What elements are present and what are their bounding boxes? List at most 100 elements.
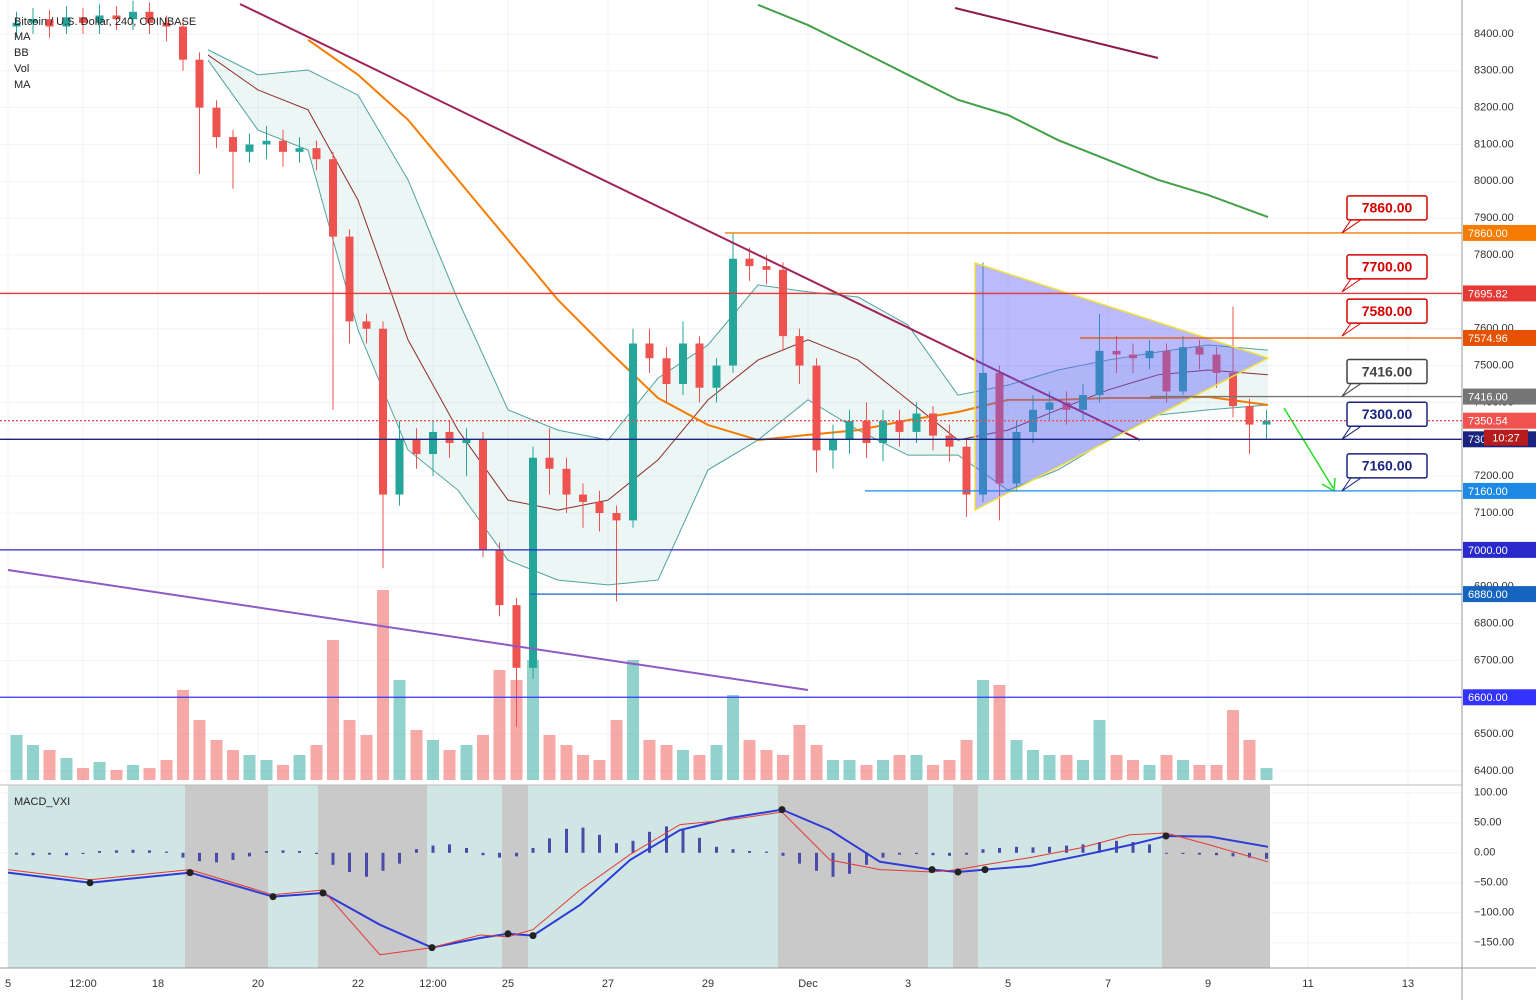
macd-histogram-bar	[31, 852, 35, 856]
volume-bar	[827, 760, 839, 780]
price-label-bg	[1463, 329, 1536, 346]
candle-body	[629, 343, 637, 521]
macd-histogram-bar	[1198, 852, 1201, 855]
candle-body	[912, 413, 921, 432]
volume-bar	[1143, 765, 1156, 780]
candle-body	[962, 446, 971, 495]
price-label: 7000.00	[1468, 545, 1508, 557]
candle-body	[1212, 354, 1221, 373]
macd-histogram-bar	[1048, 846, 1051, 853]
macd-histogram-bar	[431, 845, 435, 853]
candle-body	[429, 431, 437, 455]
macd-title: MACD_VXI	[14, 796, 70, 808]
callout-box	[1346, 358, 1428, 385]
x-tick-label: 18	[152, 978, 164, 990]
volume-bar	[677, 750, 689, 780]
callout-box	[1346, 401, 1428, 428]
macd-histogram-bar	[1165, 852, 1168, 854]
candle-body	[1045, 402, 1054, 410]
crossover-dot	[428, 944, 436, 952]
crossover-dot	[86, 879, 94, 887]
volume-bar	[643, 740, 656, 780]
volume-bar	[1177, 760, 1189, 780]
callout-pointer	[1341, 425, 1362, 440]
callout-label: 7860.00	[1362, 200, 1413, 216]
price-label: 7416.00	[1468, 391, 1508, 403]
macd-histogram-bar	[565, 828, 568, 853]
macd-histogram-bar	[831, 852, 835, 877]
macd-histogram-bar	[865, 852, 868, 865]
macd-histogram-bar	[798, 852, 801, 864]
volume-bar	[310, 745, 323, 780]
volume-bar	[43, 750, 56, 780]
crossover-dot	[778, 806, 786, 814]
volume-bar	[343, 720, 356, 780]
volume-bar	[527, 660, 539, 780]
volume-bar	[760, 750, 773, 780]
volume-bar	[393, 680, 406, 780]
volume-bar	[1210, 765, 1223, 780]
crossover-dot	[928, 866, 936, 874]
macd-histogram-bar	[698, 837, 701, 853]
macd-histogram-bar	[681, 828, 685, 853]
macd-histogram-bar	[1248, 852, 1251, 858]
volume-bar	[627, 660, 639, 780]
callout-pointer	[1341, 383, 1362, 397]
regime-shading	[978, 785, 1162, 968]
macd-histogram-bar	[148, 850, 151, 853]
volume-bar	[493, 670, 506, 780]
regime-shading	[318, 785, 427, 968]
x-tick-label: 3	[905, 978, 911, 990]
volume-bar	[710, 745, 723, 780]
volume-bar	[260, 760, 273, 780]
volume-bar	[577, 755, 589, 780]
macd-histogram-bar	[81, 852, 85, 854]
macd-histogram-bar	[98, 851, 101, 853]
volume-bar	[860, 765, 873, 780]
price-label: 7160.00	[1468, 486, 1508, 498]
macd-histogram-bar	[365, 852, 368, 877]
macd-histogram-bar	[531, 848, 535, 853]
macd-histogram-bar	[581, 827, 585, 853]
candle-body	[1095, 350, 1104, 396]
volume-bar	[360, 735, 373, 780]
candle-body	[245, 144, 254, 152]
candle-body	[345, 236, 354, 322]
candle-body	[379, 328, 387, 495]
crossover-dot	[319, 889, 327, 897]
volume-bar	[1027, 750, 1039, 780]
callout-label: 7300.00	[1362, 406, 1413, 422]
candle-body	[812, 365, 821, 451]
y-tick-label: 100.00	[1474, 787, 1508, 799]
price-label: 7574.96	[1468, 333, 1508, 345]
macd-histogram-bar	[965, 852, 968, 855]
candle-body	[395, 439, 404, 495]
regime-shading	[528, 785, 778, 968]
macd-histogram-bar	[1081, 844, 1085, 853]
countdown: 10:27	[1492, 433, 1520, 445]
trendline	[7, 569, 809, 691]
volume-bar	[243, 755, 256, 780]
price-label: 6600.00	[1468, 692, 1508, 704]
macd-histogram-bar	[415, 849, 418, 853]
regime-shading	[502, 785, 528, 968]
macd-histogram-bar	[298, 851, 301, 853]
macd-histogram-bar	[1065, 845, 1068, 853]
candle-body	[829, 439, 837, 451]
candle-body	[679, 343, 687, 385]
y-tick-label: 8300.00	[1474, 65, 1514, 77]
volume-bar	[460, 745, 473, 780]
candle-body	[1179, 347, 1187, 392]
volume-bar	[977, 680, 989, 780]
candle-body	[712, 365, 721, 388]
macd-histogram-bar	[1148, 844, 1151, 853]
volume-bar	[1243, 740, 1256, 780]
candle-body	[862, 420, 871, 443]
macd-histogram-bar	[165, 851, 168, 853]
macd-histogram-bar	[1115, 840, 1118, 853]
candle-body	[295, 148, 304, 152]
regime-shading	[778, 785, 928, 968]
candle-body	[595, 501, 604, 514]
candle-body	[979, 372, 987, 495]
macd-histogram-bar	[231, 852, 235, 860]
